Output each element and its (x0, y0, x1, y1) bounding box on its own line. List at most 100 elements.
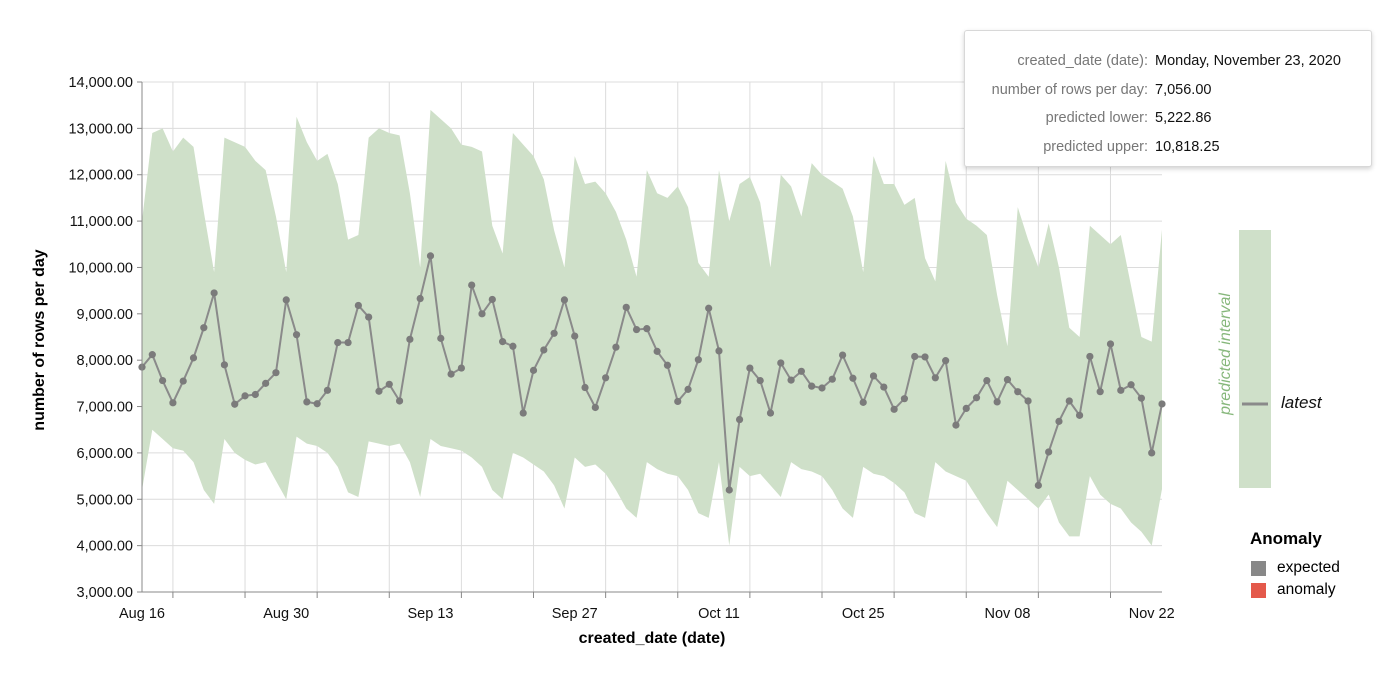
data-point (1024, 397, 1032, 405)
tooltip-key: number of rows per day: (991, 81, 1148, 98)
tooltip-key: predicted upper: (1043, 138, 1148, 155)
data-point (560, 296, 569, 304)
y-axis-label: number of rows per day (31, 249, 48, 430)
data-point (705, 304, 713, 312)
tooltip-row: predicted upper: 10,818.25 (965, 133, 1371, 162)
data-point (694, 356, 702, 364)
x-tick-label: Sep 27 (552, 606, 598, 622)
data-point (766, 409, 775, 417)
tooltip-key: created_date (date): (1017, 53, 1148, 70)
data-point (241, 392, 249, 400)
data-point (1148, 449, 1156, 457)
data-point (1117, 386, 1125, 394)
data-point (1086, 352, 1094, 361)
data-point (777, 359, 785, 367)
data-point (416, 294, 424, 303)
anomaly-swatch (1251, 582, 1266, 598)
x-axis-label: created_date (date) (579, 630, 726, 647)
legend-item-label: anomaly (1277, 581, 1336, 598)
data-point (282, 296, 290, 304)
data-point (632, 325, 641, 334)
y-tick-label: 13,000.00 (68, 121, 133, 137)
data-point (900, 395, 909, 403)
data-point (735, 415, 744, 424)
data-point (189, 354, 198, 362)
data-point (499, 338, 507, 346)
data-point (972, 394, 981, 402)
y-tick-label: 10,000.00 (68, 260, 133, 276)
y-tick-label: 5,000.00 (77, 492, 133, 508)
data-point (1127, 381, 1135, 389)
data-point (622, 303, 630, 311)
x-tick-label: Oct 25 (842, 606, 885, 622)
data-point (983, 376, 991, 385)
data-point (942, 357, 950, 365)
data-point (550, 329, 558, 337)
legend-interval-label: predicted interval (1217, 293, 1234, 415)
data-point (1075, 411, 1084, 419)
data-point (931, 374, 939, 382)
data-point (272, 369, 280, 377)
legend-item-expected[interactable]: expected (1251, 559, 1340, 577)
tooltip-value: 7,056.00 (1155, 81, 1212, 98)
data-point (653, 347, 661, 355)
data-point (1158, 400, 1166, 408)
x-tick-label: Nov 08 (984, 606, 1030, 622)
data-point (1014, 388, 1022, 396)
y-tick-label: 6,000.00 (77, 446, 133, 462)
tooltip: created_date (date): Monday, November 23… (964, 30, 1372, 167)
y-tick-label: 12,000.00 (68, 168, 133, 184)
data-point (159, 376, 167, 385)
x-tick-label: Nov 22 (1129, 606, 1175, 622)
axes: 3,000.00 4,000.00 5,000.00 6,000.00 7,000.00… (68, 75, 1174, 622)
data-point (828, 375, 836, 383)
y-tick-label: 4,000.00 (77, 539, 133, 555)
data-point (1034, 481, 1042, 489)
y-tick-label: 7,000.00 (77, 400, 133, 416)
data-point (869, 372, 878, 380)
data-point (787, 376, 795, 384)
expected-swatch (1251, 560, 1266, 576)
data-point (849, 374, 857, 382)
data-point (262, 379, 270, 387)
data-point (148, 351, 156, 359)
legend-latest-label: latest (1281, 393, 1322, 412)
data-point (488, 295, 496, 304)
data-point (921, 353, 929, 361)
data-point (602, 374, 610, 382)
legend-item-anomaly[interactable]: anomaly (1251, 581, 1336, 599)
data-point (571, 332, 579, 340)
data-point (859, 398, 867, 406)
y-tick-label: 11,000.00 (70, 214, 133, 230)
data-point (334, 338, 342, 347)
x-tick-label: Oct 11 (698, 606, 740, 622)
data-point (478, 310, 486, 318)
legend-anomaly-title: Anomaly (1250, 529, 1322, 548)
data-point (663, 361, 672, 369)
data-point (529, 366, 538, 374)
series-line-latest (141, 255, 1163, 491)
data-point (540, 346, 548, 354)
data-points (138, 252, 1166, 494)
data-point (210, 289, 218, 297)
tooltip-row: number of rows per day: 7,056.00 (965, 76, 1371, 105)
data-point (1055, 417, 1063, 425)
data-point (808, 382, 816, 390)
data-point (231, 400, 239, 408)
data-point (447, 370, 455, 378)
data-point (406, 335, 414, 343)
data-point (725, 486, 733, 494)
legend-item-label: expected (1277, 559, 1340, 576)
data-point (426, 252, 435, 260)
data-point (581, 383, 589, 392)
predicted-interval-area (142, 109, 1162, 546)
data-point (385, 380, 393, 388)
data-point (437, 334, 445, 342)
tooltip-key: predicted lower: (1045, 110, 1148, 127)
data-point (200, 324, 208, 332)
legend-interval-swatch (1239, 230, 1271, 488)
data-point (313, 400, 321, 408)
data-point (746, 364, 754, 372)
data-point (292, 331, 301, 339)
